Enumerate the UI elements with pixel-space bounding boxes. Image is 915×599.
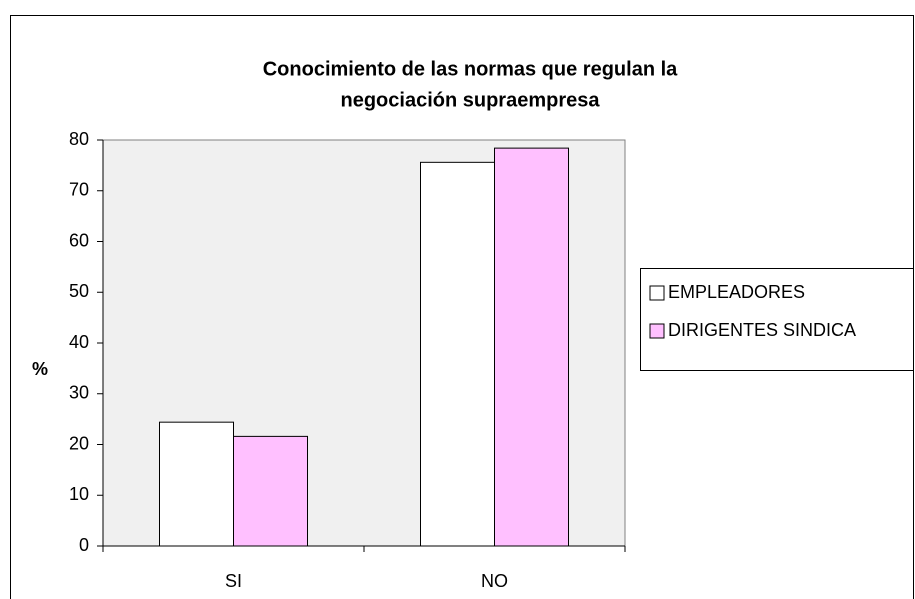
x-tick-label: NO bbox=[481, 571, 508, 591]
legend-swatch bbox=[649, 323, 665, 339]
legend-swatch bbox=[649, 285, 665, 301]
chart-title: Conocimiento de las normas que regulan l… bbox=[263, 58, 678, 80]
legend: EMPLEADORES DIRIGENTES SINDICA bbox=[640, 268, 913, 371]
y-tick-label: 20 bbox=[69, 433, 89, 453]
y-tick-label: 80 bbox=[69, 129, 89, 149]
y-tick-label: 60 bbox=[69, 230, 89, 250]
legend-label: DIRIGENTES SINDICA bbox=[668, 320, 856, 340]
x-tick-label: SI bbox=[225, 571, 242, 591]
y-tick-label: 30 bbox=[69, 383, 89, 403]
legend-label: EMPLEADORES bbox=[668, 282, 805, 302]
legend-box bbox=[640, 268, 913, 371]
y-tick-label: 10 bbox=[69, 484, 89, 504]
y-tick-label: 0 bbox=[79, 535, 89, 555]
bar bbox=[159, 421, 234, 547]
bar bbox=[420, 161, 495, 547]
y-tick-label: 50 bbox=[69, 281, 89, 301]
y-axis-label: % bbox=[32, 359, 48, 379]
y-tick-label: 70 bbox=[69, 180, 89, 200]
chart-title: negociación supraempresa bbox=[341, 89, 601, 111]
bar bbox=[494, 147, 569, 547]
y-tick-label: 40 bbox=[69, 332, 89, 352]
bar bbox=[233, 435, 308, 547]
